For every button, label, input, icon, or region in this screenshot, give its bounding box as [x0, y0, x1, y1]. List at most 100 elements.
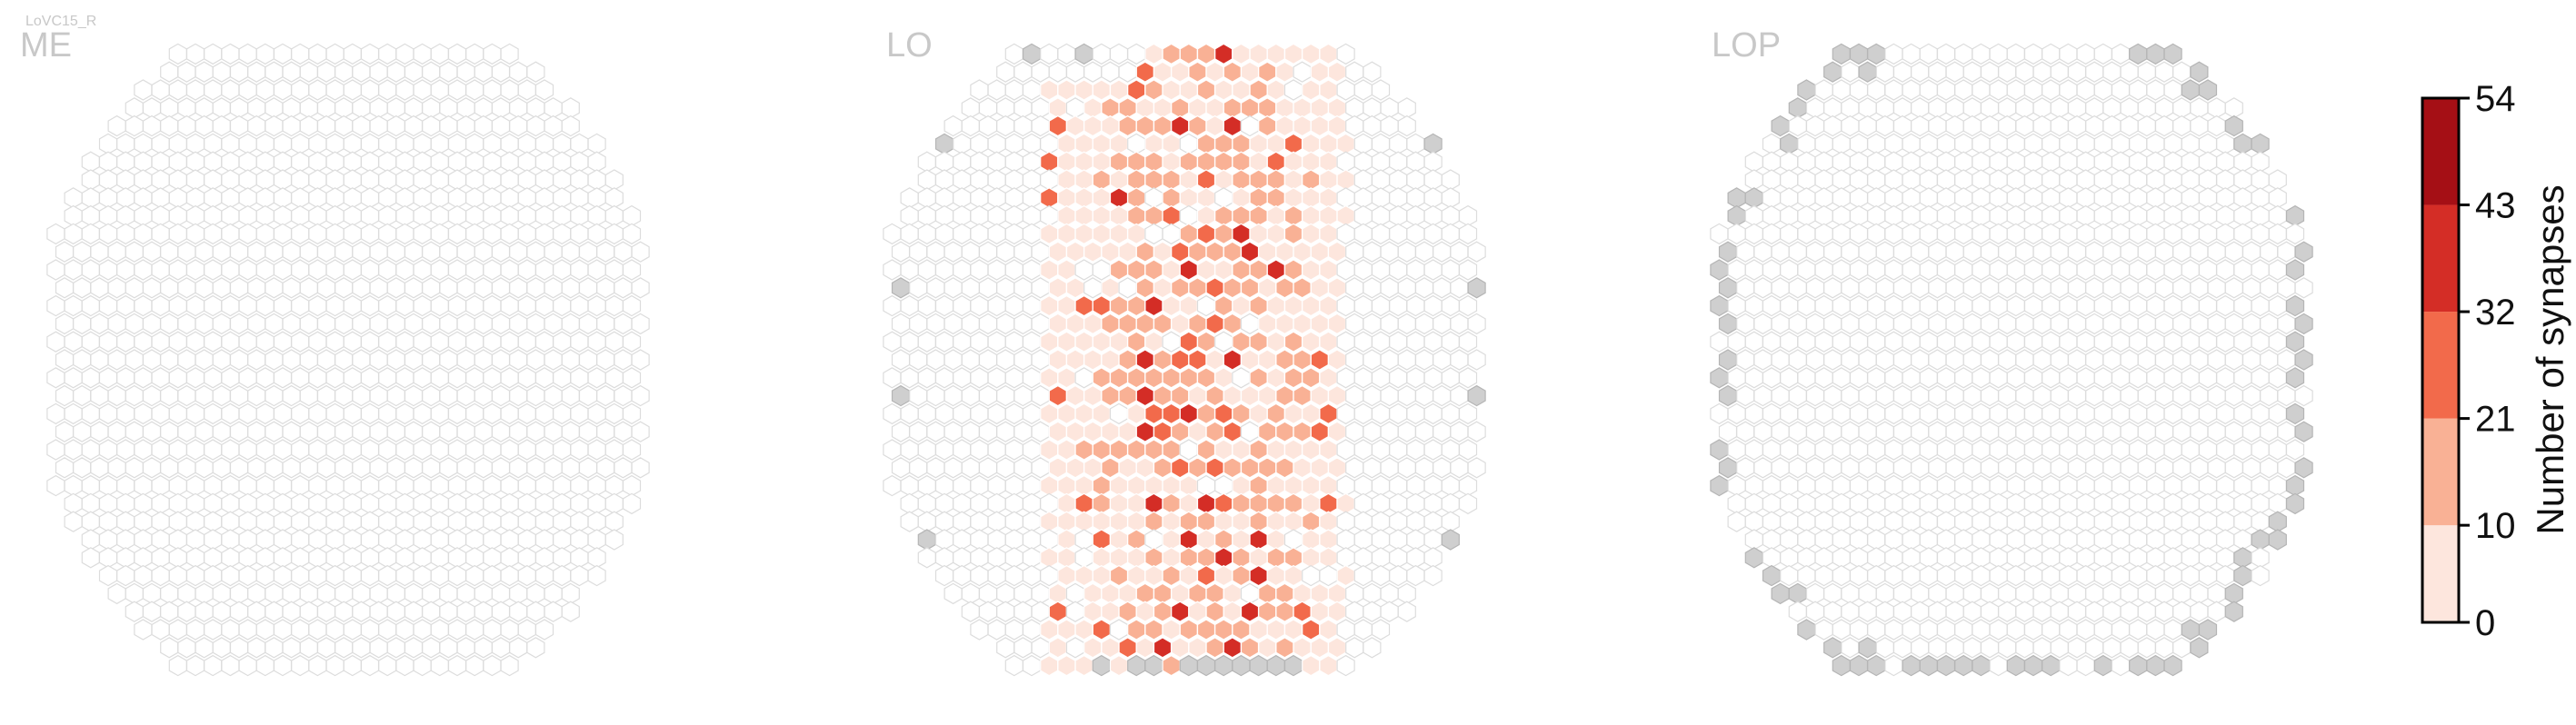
hex-empty	[1353, 151, 1373, 173]
hex-empty	[1814, 187, 1833, 209]
hex-empty	[1441, 259, 1460, 281]
hex-empty	[2023, 474, 2043, 497]
hex-empty	[334, 384, 354, 407]
hex-empty	[1004, 169, 1023, 191]
hex-synapse-cell	[1214, 367, 1233, 389]
hex-empty	[316, 457, 336, 479]
hex-empty	[378, 474, 397, 497]
hex-empty	[1989, 492, 2008, 515]
hex-empty	[1823, 457, 1842, 479]
hex-empty	[987, 169, 1006, 191]
hex-synapse-cell	[1232, 331, 1251, 353]
hex-out-of-roi	[1423, 133, 1443, 155]
hex-empty	[413, 511, 432, 532]
hex-empty	[325, 187, 344, 209]
hex-empty	[55, 313, 75, 335]
hex-empty	[1919, 564, 1938, 587]
hex-empty	[404, 114, 424, 137]
hex-empty	[1832, 474, 1851, 497]
hex-empty	[2251, 204, 2270, 227]
hex-empty	[1972, 204, 1991, 227]
hex-empty	[1371, 439, 1391, 461]
hex-synapse-cell	[1144, 619, 1163, 641]
hex-empty	[2198, 402, 2218, 425]
hex-empty	[1423, 439, 1443, 461]
hex-synapse-cell	[1310, 582, 1329, 605]
hex-empty	[360, 402, 380, 425]
hex-empty	[1945, 277, 1964, 299]
hex-synapse-cell	[1083, 313, 1103, 335]
hex-synapse-cell	[1074, 439, 1093, 461]
hex-empty	[2190, 582, 2209, 605]
hex-empty	[917, 492, 936, 515]
hex-empty	[622, 223, 642, 245]
hex-empty	[953, 259, 972, 281]
hex-synapse-cell	[1057, 294, 1076, 317]
hex-empty	[1884, 402, 1903, 425]
hex-empty	[195, 421, 214, 442]
hex-empty	[413, 619, 432, 641]
hex-empty	[177, 349, 196, 371]
hex-empty	[534, 204, 554, 227]
hex-empty	[491, 97, 511, 119]
hex-empty	[360, 564, 380, 587]
hex-out-of-roi	[1710, 294, 1729, 317]
hex-empty	[570, 169, 589, 191]
hex-empty	[517, 331, 536, 353]
hex-empty	[404, 601, 424, 622]
hex-empty	[1998, 313, 2017, 335]
hex-empty	[1814, 294, 1833, 317]
hex-empty	[2216, 492, 2235, 515]
hex-synapse-cell	[1188, 349, 1207, 371]
hex-empty	[73, 384, 92, 407]
hex-empty	[430, 439, 449, 461]
hex-empty	[2120, 97, 2139, 119]
hex-empty	[491, 601, 511, 622]
colorbar-tick-label: 10	[2475, 506, 2516, 546]
hex-empty	[185, 43, 205, 65]
hex-synapse-cell	[1223, 241, 1242, 263]
hex-synapse-cell	[1205, 601, 1224, 622]
hex-empty	[1972, 43, 1991, 65]
hex-empty	[2251, 169, 2270, 191]
hex-synapse-cell	[1127, 492, 1146, 515]
hex-empty	[316, 349, 336, 371]
hex-synapse-cell	[1283, 474, 1303, 497]
hex-empty	[1911, 582, 1930, 605]
hex-synapse-cell	[1188, 384, 1207, 407]
hex-empty	[1849, 439, 1869, 461]
hex-empty	[1040, 564, 1059, 587]
hex-synapse-cell	[1302, 619, 1321, 641]
hex-empty	[204, 619, 223, 641]
hex-empty	[631, 384, 650, 407]
hex-synapse-cell	[1266, 564, 1285, 587]
hex-empty	[255, 367, 275, 389]
hex-out-of-roi	[2198, 79, 2218, 101]
hex-empty	[2067, 349, 2087, 371]
hex-empty	[134, 151, 153, 173]
hex-synapse-cell	[1283, 492, 1303, 515]
hex-empty	[1406, 204, 1425, 227]
hex-empty	[177, 313, 196, 335]
hex-empty	[2067, 114, 2087, 137]
hex-empty	[2085, 601, 2104, 622]
hex-synapse-cell	[1171, 114, 1190, 137]
hex-synapse-cell	[1214, 169, 1233, 191]
hex-empty	[212, 97, 231, 119]
hex-synapse-cell	[1083, 601, 1103, 622]
hex-empty	[2111, 547, 2131, 569]
hex-empty	[447, 474, 467, 497]
hex-empty	[970, 331, 989, 353]
hex-empty	[238, 43, 257, 65]
hex-synapse-cell	[1258, 114, 1277, 137]
hex-empty	[1867, 331, 1886, 353]
hex-empty	[2067, 421, 2087, 442]
hex-synapse-cell	[1302, 259, 1321, 281]
hex-empty	[238, 204, 257, 227]
hex-empty	[1867, 619, 1886, 641]
hex-empty	[81, 223, 100, 245]
hex-synapse-cell	[1092, 133, 1111, 155]
hex-empty	[1884, 331, 1903, 353]
hex-empty	[1744, 439, 1763, 461]
hex-empty	[2251, 439, 2270, 461]
